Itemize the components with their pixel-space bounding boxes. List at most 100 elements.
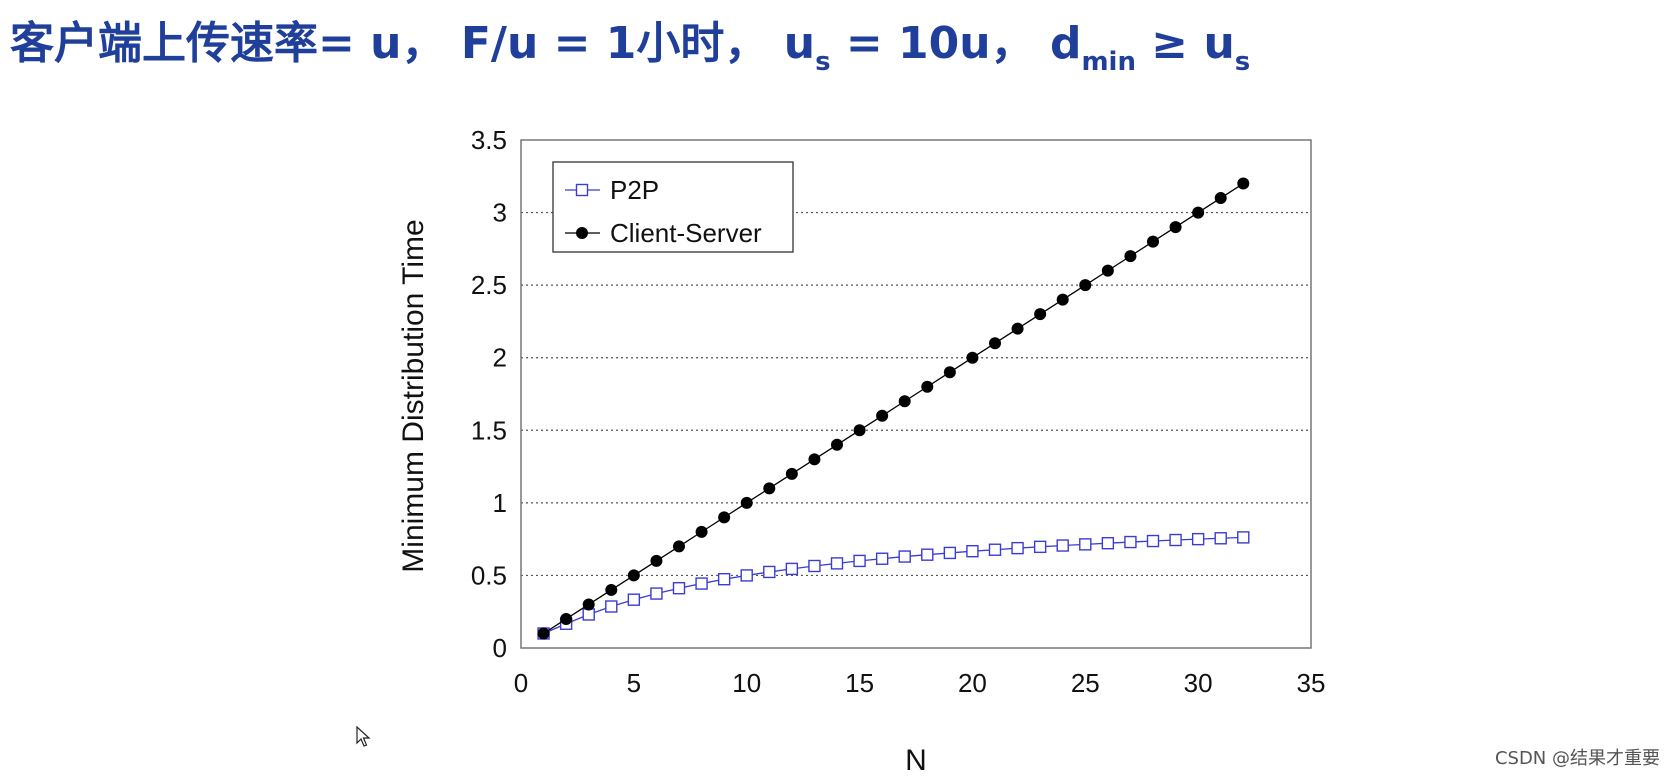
series-line-p2p (543, 536, 1244, 635)
data-point-client-server (1079, 279, 1092, 292)
data-point-p2p (763, 565, 776, 579)
data-point-client-server (1101, 264, 1114, 277)
data-point-p2p (1011, 541, 1024, 555)
y-tick-label: 0 (493, 633, 507, 663)
legend-entry-client-server: Client-Server (565, 218, 762, 248)
y-axis-title: Minimum Distribution Time (397, 219, 430, 572)
x-tick-label: 25 (1071, 668, 1100, 698)
x-tick-label: 5 (627, 668, 641, 698)
data-point-client-server (943, 366, 956, 379)
data-point-client-server (695, 525, 708, 538)
y-tick-label: 2.5 (471, 270, 507, 300)
data-point-client-server (876, 409, 889, 422)
data-point-p2p (943, 546, 957, 560)
data-point-p2p (988, 543, 1002, 556)
data-point-p2p (1101, 537, 1115, 550)
title-us: us (783, 18, 831, 77)
data-point-p2p (785, 562, 799, 576)
data-point-client-server (1011, 322, 1024, 335)
y-tick-label: 2 (493, 343, 507, 373)
series-p2p (537, 531, 1250, 640)
data-point-client-server (605, 583, 618, 596)
y-tick-label: 1.5 (471, 415, 507, 445)
x-axis-title: N (905, 744, 927, 777)
title-dmin: dmin (1049, 18, 1136, 77)
legend-label: P2P (610, 175, 659, 205)
series-client-server (537, 177, 1250, 640)
data-point-client-server (718, 511, 731, 524)
data-point-client-server (1169, 221, 1182, 234)
data-point-client-server (627, 569, 640, 582)
data-point-p2p (1056, 539, 1069, 552)
legend-label: Client-Server (610, 218, 762, 248)
data-point-p2p (695, 577, 708, 590)
plot-area (520, 139, 1312, 649)
title-us-2: us (1203, 18, 1251, 77)
data-point-client-server (921, 380, 934, 393)
data-point-client-server (1147, 235, 1159, 248)
data-point-client-server (808, 453, 821, 466)
data-point-p2p (1124, 535, 1137, 549)
data-point-client-server (1124, 250, 1137, 263)
data-point-p2p (1237, 531, 1250, 544)
data-point-client-server (1214, 192, 1227, 205)
data-point-client-server (537, 627, 550, 640)
data-point-p2p (875, 552, 889, 565)
y-tick-label: 3 (493, 198, 507, 228)
data-point-p2p (1146, 534, 1160, 548)
mouse-cursor-icon (356, 726, 371, 747)
title-prefix: 客户端上传速率= u， F/u = 1小时， (10, 18, 769, 69)
legend-marker (575, 183, 589, 197)
data-point-client-server (560, 612, 573, 625)
data-point-p2p (627, 593, 641, 606)
data-point-client-server (763, 482, 776, 495)
legend: P2P Client-Server (552, 161, 794, 253)
grid-lines (521, 211, 1311, 577)
data-point-p2p (1169, 533, 1182, 547)
data-point-p2p (830, 557, 844, 570)
data-point-client-server (966, 351, 979, 364)
data-point-p2p (808, 559, 821, 573)
data-point-p2p (921, 548, 934, 561)
data-point-client-server (898, 395, 911, 408)
data-point-client-server (1237, 177, 1250, 190)
legend-box (552, 161, 794, 253)
data-point-p2p (898, 550, 911, 563)
legend-marker (576, 227, 588, 239)
x-tick-label: 30 (1184, 668, 1213, 698)
y-tick-label: 1 (493, 488, 507, 518)
data-point-client-server (740, 496, 753, 509)
x-tick-label: 0 (514, 668, 528, 698)
data-point-p2p (1214, 532, 1227, 545)
data-point-client-server (582, 598, 595, 611)
x-tick-label: 20 (958, 668, 987, 698)
series-layer (537, 177, 1250, 640)
x-tick-label: 35 (1297, 668, 1326, 698)
data-point-p2p (582, 608, 595, 621)
data-point-client-server (1192, 206, 1205, 219)
data-point-client-server (785, 467, 798, 480)
watermark: CSDN @结果才重要 (1494, 748, 1660, 769)
data-point-client-server (989, 337, 1001, 350)
data-point-client-server (1056, 293, 1069, 306)
title-us-eq: = 10u， (830, 18, 1035, 69)
data-point-p2p (1033, 540, 1047, 554)
data-point-p2p (717, 573, 731, 586)
data-point-p2p (740, 569, 753, 582)
x-tick-label: 10 (732, 668, 761, 698)
data-point-client-server (853, 424, 866, 437)
data-point-p2p (605, 600, 618, 613)
page-title: 客户端上传速率= u， F/u = 1小时， us = 10u， dmin ≥ … (10, 14, 1250, 92)
data-point-client-server (673, 540, 685, 553)
x-tick-label: 15 (845, 668, 874, 698)
data-point-client-server (1034, 308, 1047, 321)
data-point-client-server (650, 554, 663, 567)
data-point-p2p (672, 582, 686, 595)
data-point-p2p (650, 587, 663, 600)
y-tick-label: 3.5 (471, 125, 507, 155)
y-tick-label: 0.5 (471, 560, 507, 590)
tick-labels: 0 0.5 1 1.5 2 2.5 3 3.5 0 5 10 15 20 25 30 35 (471, 125, 1326, 698)
legend-entry-p2p: P2P (565, 175, 659, 205)
data-point-client-server (831, 438, 843, 451)
